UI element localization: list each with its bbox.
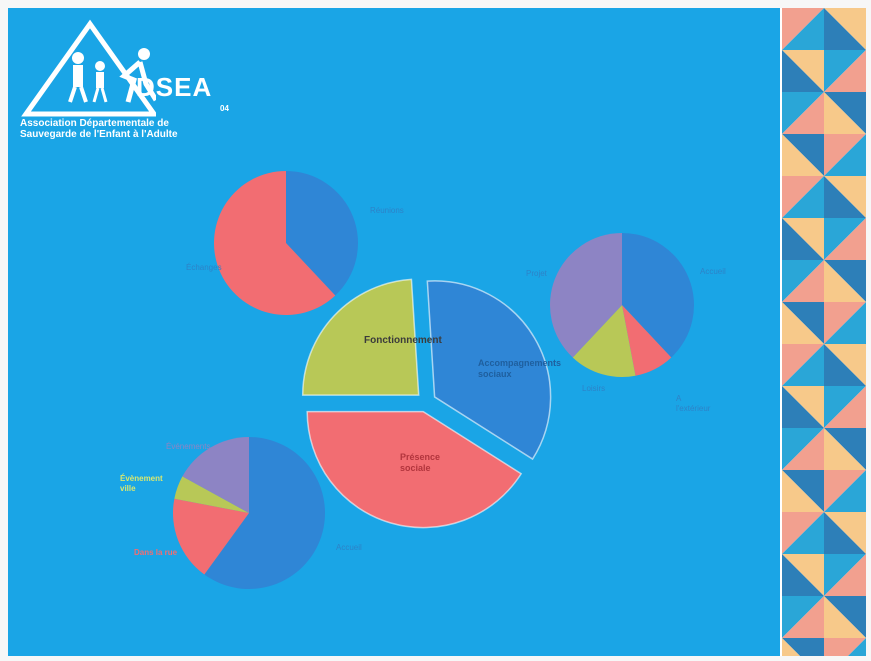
pattern-triangle bbox=[824, 470, 866, 512]
dsea-logo: DSEA 04 Association Départementale de Sa… bbox=[16, 18, 246, 148]
pie-slice-label: Accueil bbox=[336, 543, 362, 552]
logo-number: 04 bbox=[220, 104, 229, 113]
pie-slice bbox=[213, 171, 336, 315]
pie-slice bbox=[306, 410, 523, 529]
pattern-triangle bbox=[824, 512, 866, 554]
pattern-triangle bbox=[782, 554, 824, 596]
pattern-triangle bbox=[782, 50, 824, 92]
pattern-triangle bbox=[782, 428, 824, 470]
pie-slice-label: Réunions bbox=[370, 206, 404, 215]
pattern-triangle bbox=[782, 386, 824, 428]
pattern-triangle bbox=[824, 8, 866, 50]
pattern-triangle bbox=[824, 638, 866, 656]
pie-slice bbox=[174, 476, 249, 513]
pattern-triangle bbox=[782, 470, 824, 512]
pie-slice bbox=[572, 305, 636, 377]
pattern-triangle bbox=[848, 638, 866, 656]
pie-slice bbox=[426, 280, 552, 461]
pattern-triangle bbox=[782, 8, 824, 50]
pie-slice-label: Événements bbox=[166, 442, 210, 451]
pattern-triangle bbox=[824, 176, 866, 218]
pattern-triangle bbox=[824, 596, 866, 638]
pie-slice bbox=[204, 437, 325, 589]
pattern-triangle bbox=[782, 512, 824, 554]
pattern-triangle bbox=[824, 302, 866, 344]
pie-slice bbox=[173, 498, 249, 575]
pie-slice bbox=[550, 233, 622, 358]
pie-slice-label: Loisirs bbox=[582, 384, 605, 393]
pie-slice bbox=[622, 305, 672, 376]
pie-slice bbox=[301, 278, 420, 396]
logo-line-1: Association Départementale de bbox=[20, 118, 169, 129]
pie-slice bbox=[622, 233, 694, 358]
pattern-triangle bbox=[824, 428, 866, 470]
pattern-triangle bbox=[782, 344, 824, 386]
pattern-triangle bbox=[824, 260, 866, 302]
pie-charts: Fonctionnement Accompagnements sociaux Prés… bbox=[120, 171, 726, 589]
slide: DSEA 04 Association Départementale de Sa… bbox=[8, 8, 866, 656]
pattern-triangle bbox=[824, 92, 866, 134]
pie-slice-label: Accueil bbox=[700, 267, 726, 276]
pattern-triangle bbox=[824, 386, 866, 428]
pattern-triangle bbox=[824, 344, 866, 386]
pattern-triangle bbox=[782, 134, 824, 176]
pie-slice bbox=[286, 171, 358, 296]
pie-slice-label: Évènement ville bbox=[120, 474, 163, 493]
pie-slice-label: Accompagnements sociaux bbox=[478, 358, 561, 379]
pattern-triangle bbox=[782, 260, 824, 302]
pattern-triangle bbox=[824, 134, 866, 176]
pattern-triangle bbox=[782, 218, 824, 260]
pie-slice bbox=[182, 437, 249, 513]
pattern-triangle bbox=[782, 92, 824, 134]
pattern-triangle bbox=[824, 218, 866, 260]
logo-line-2: Sauvegarde de l'Enfant à l'Adulte bbox=[20, 129, 178, 140]
pattern-triangle bbox=[824, 50, 866, 92]
pattern-triangle bbox=[824, 554, 866, 596]
logo-organization: Association Départementale de Sauvegarde… bbox=[20, 118, 250, 140]
pie-slice-label: Présence sociale bbox=[400, 452, 440, 473]
pattern-triangle bbox=[782, 176, 824, 218]
pattern-triangle bbox=[782, 638, 800, 656]
pattern-triangle bbox=[782, 638, 824, 656]
logo-name: DSEA bbox=[136, 72, 213, 102]
logo-triangle-icon bbox=[21, 19, 156, 117]
decorative-triangle-pattern bbox=[782, 8, 866, 656]
pie-slice-label: Projet bbox=[526, 269, 548, 278]
pie-slice-label: Fonctionnement bbox=[364, 335, 442, 346]
pattern-triangle bbox=[782, 302, 824, 344]
pie-slice-label: Dans la rue bbox=[134, 548, 178, 557]
pattern-triangle bbox=[782, 596, 824, 638]
pie-slice-label: Échanges bbox=[186, 263, 222, 272]
